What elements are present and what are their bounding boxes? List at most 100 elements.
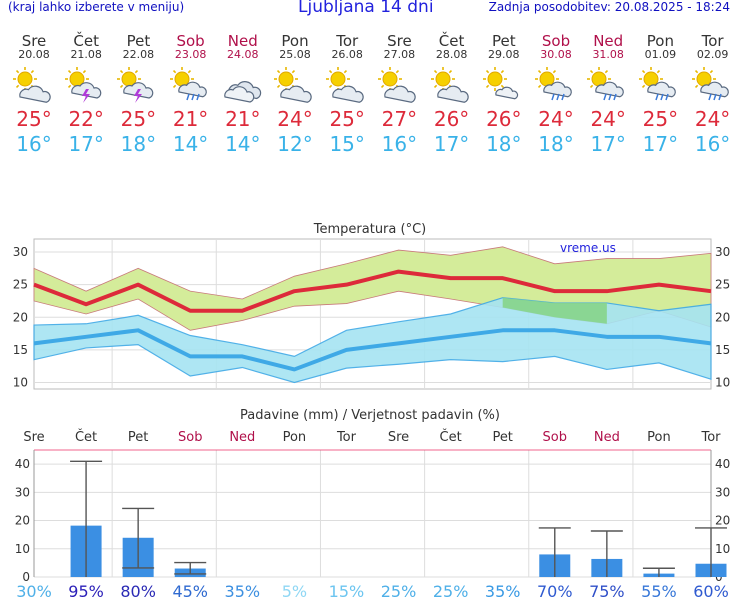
partly-cloudy-icon [321,67,373,103]
day-column: Ned 31.08 24° 17° [582,33,634,157]
partly-cloudy-icon [373,67,425,103]
day-column: Ned 24.08 21° 14° [217,33,269,157]
x-tick-label: Ned [594,430,620,445]
cloudy-icon [217,67,269,103]
y-tick-label-right: 40 [715,457,730,471]
y-tick-label-right: 10 [715,542,730,556]
y-tick-label-right: 15 [715,343,730,357]
x-tick-label: Sre [23,430,44,445]
precipitation-probability: 95% [68,582,104,600]
x-tick-label: Pet [492,430,512,445]
precipitation-probability: 45% [172,582,208,600]
y-tick-label: 20 [13,310,28,324]
day-name: Sob [541,32,571,50]
sun-cloud-rain-icon [634,67,686,103]
day-date: 25.08 [279,48,311,61]
sun-cloud-rain-icon [687,67,739,103]
day-column: Čet 21.08 22° 17° [60,33,112,157]
day-date: 21.08 [70,48,102,61]
range-overlap [502,297,607,324]
min-temperature: 16° [16,132,52,156]
min-temperature: 16° [381,132,418,156]
precipitation-probability: 30% [16,582,52,600]
day-name: Sre [387,32,412,50]
y-tick-label: 40 [15,457,30,471]
y-tick-label: 20 [15,514,30,528]
day-column: Sre 27.08 27° 16° [373,33,425,157]
min-temperature: 17° [642,132,679,156]
max-temperature: 26° [486,107,522,131]
precipitation-probability: 35% [485,582,521,600]
day-column: Sob 23.08 21° 14° [165,33,217,157]
precipitation-probability: 25% [381,582,417,600]
partly-cloudy-icon [269,67,321,103]
location-hint: (kraj lahko izberete v meniju) [8,0,185,14]
y-tick-label: 10 [15,542,30,556]
day-date: 02.09 [696,48,729,61]
precipitation-probability: 15% [329,582,365,600]
x-tick-label: Sob [178,430,202,445]
day-date: 23.08 [174,48,207,61]
min-temperature: 17° [68,132,104,156]
day-date: 28.08 [435,48,468,61]
thunderstorm-sun-icon [112,67,164,103]
day-date: 29.08 [488,48,520,61]
top-bar: (kraj lahko izberete v meniju) Ljubljana… [0,0,740,20]
thunderstorm-sun-icon [60,67,112,103]
y-tick-label-right: 30 [715,485,730,499]
y-tick-label-right: 30 [715,245,730,259]
sun-cloud-rain-icon [530,67,582,103]
y-tick-label-right: 10 [715,375,730,389]
day-column: Tor 26.08 25° 15° [321,33,373,157]
precipitation-probability: 75% [589,582,625,600]
x-tick-label: Pon [647,430,671,445]
day-name: Čet [73,32,99,50]
day-column: Pon 25.08 24° 12° [269,33,321,157]
max-temperature: 25° [16,107,52,131]
precipitation-probability: 80% [120,582,156,600]
precipitation-probability: 55% [641,582,677,600]
y-tick-label-right: 20 [715,310,730,324]
y-tick-label-right: 25 [715,278,730,292]
x-tick-label: Pon [283,430,307,445]
max-temperature: 26° [433,107,470,131]
page-title: Ljubljana 14 dni [298,0,434,17]
x-tick-label: Ned [229,430,255,445]
sun-cloud-rain-icon [582,67,634,103]
max-temperature: 21° [172,107,209,131]
precipitation-chart: Padavine (mm) / Verjetnost padavin (%) Sr… [15,408,731,600]
partly-cloudy-icon [8,67,60,103]
watermark: vreme.us [560,241,616,255]
sunny-cloud-icon [478,67,530,103]
day-name: Sre [21,32,47,50]
day-column: Pet 29.08 26° 18° [478,33,530,157]
max-temperature: 21° [225,107,261,131]
precipitation-probability: 35% [225,582,261,600]
day-name: Tor [701,32,724,50]
max-temperature: 27° [381,107,418,131]
max-temperature: 24° [694,107,731,131]
x-tick-label: Tor [700,430,721,445]
temperature-chart: Temperatura (°C) 10 10 15 15 20 20 25 25 30 30 vrem… [13,222,730,390]
day-date: 26.08 [331,48,363,61]
min-temperature: 15° [329,132,365,156]
min-temperature-range [33,297,712,384]
y-tick-label: 0 [22,570,30,584]
min-temperature: 17° [433,132,470,156]
y-tick-label: 25 [13,278,28,292]
y-tick-label: 15 [13,343,28,357]
day-column: Tor 02.09 24° 16° [687,33,739,157]
day-date: 22.08 [122,48,155,61]
precipitation-probability: 5% [282,582,307,600]
min-temperature: 18° [120,132,157,156]
y-tick-label-right: 20 [715,514,730,528]
day-name: Pet [491,32,516,50]
x-tick-label: Pet [128,430,148,445]
max-temperature: 24° [538,107,574,131]
partly-cloudy-icon [426,67,478,103]
day-name: Ned [593,32,624,50]
max-temperature: 24° [590,107,626,131]
min-temperature: 17° [590,132,626,156]
day-name: Pet [126,32,151,50]
day-name: Čet [438,32,465,50]
